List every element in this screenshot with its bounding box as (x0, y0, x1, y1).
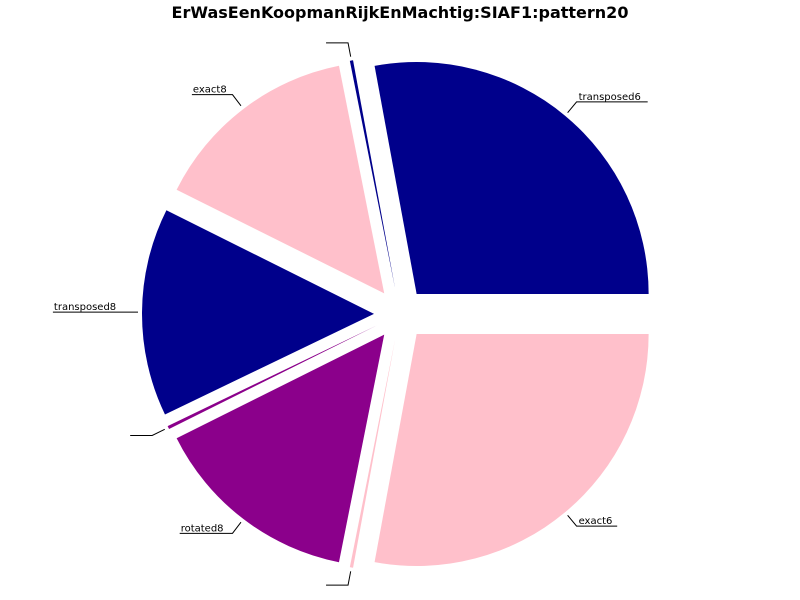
slice-leader-line (326, 571, 352, 586)
pie-slice (349, 60, 396, 289)
slice-label: rotated8 (181, 523, 224, 534)
pie-slice (374, 62, 649, 295)
pie-slice (167, 325, 377, 430)
pie-slice (176, 334, 385, 563)
slice-leader-line (326, 42, 352, 57)
pie-slice (176, 65, 385, 294)
slice-label: transposed8 (54, 302, 116, 313)
slice-label: exact8 (193, 85, 227, 96)
chart-title: ErWasEenKoopmanRijkEnMachtig:SIAF1:patte… (171, 3, 629, 22)
slice-leader-line (191, 94, 242, 107)
slice-label: exact6 (579, 516, 613, 527)
slice-leader-line (179, 521, 242, 534)
pie-slice (142, 210, 375, 415)
pie-slice (349, 339, 396, 568)
slice-leader-line (567, 515, 618, 527)
slice-label: transposed6 (579, 92, 641, 103)
slice-leader-line (130, 428, 165, 436)
pie-slice (374, 333, 649, 566)
slice-leader-line (567, 101, 648, 113)
